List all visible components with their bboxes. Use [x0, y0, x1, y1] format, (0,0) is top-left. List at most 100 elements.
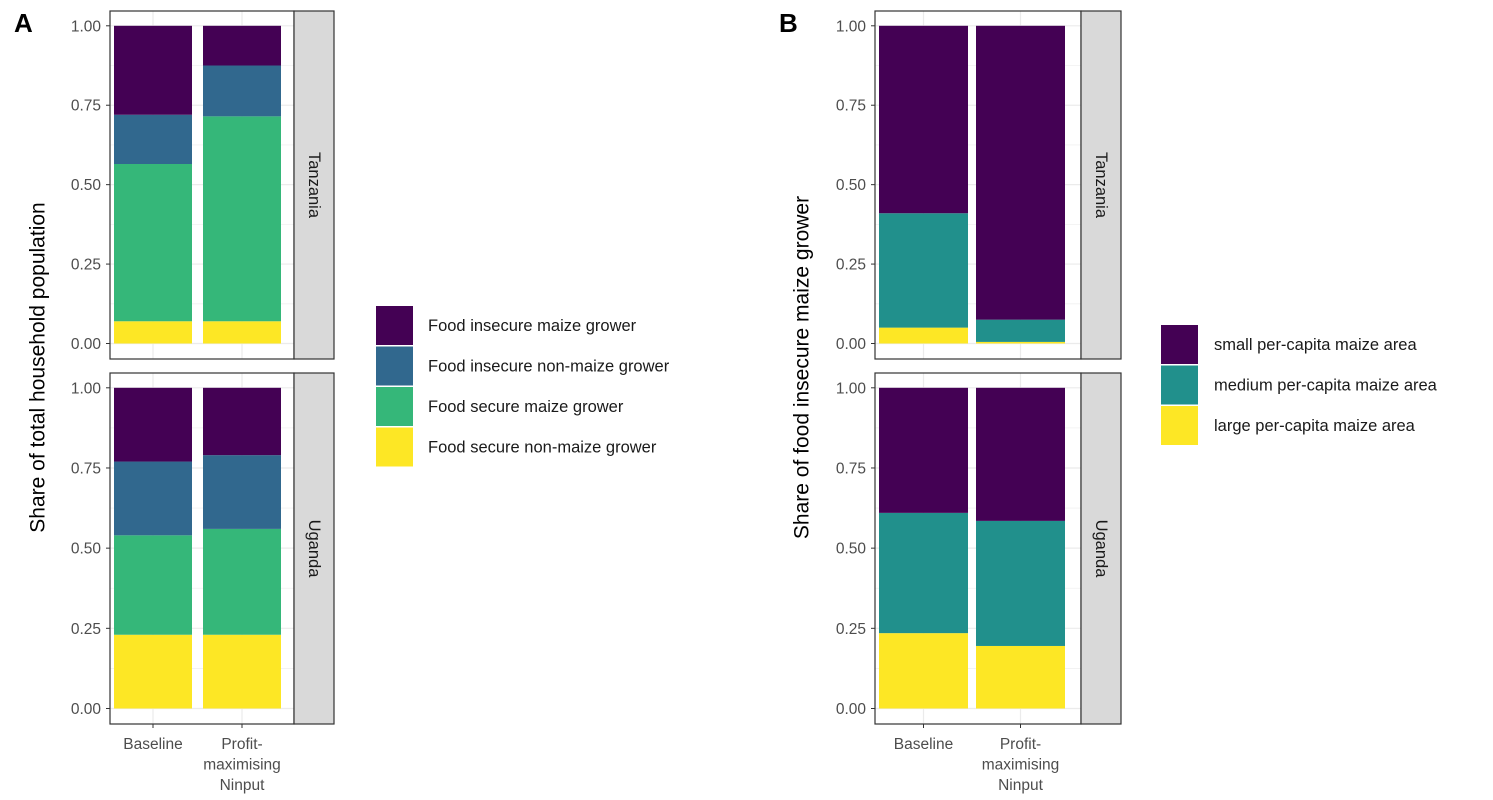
- x-tick-label: Profit-maximising Ninput: [982, 736, 1060, 794]
- facet-strip-label: Uganda: [1092, 520, 1110, 579]
- y-tick-label: 0.50: [71, 177, 102, 194]
- y-tick-label: 0.75: [71, 98, 101, 115]
- facet-strip-box: [293, 372, 335, 725]
- panel-letter: B: [779, 8, 798, 38]
- y-tick-label: 1.00: [836, 18, 867, 35]
- y-tick-label: 0.00: [71, 701, 102, 718]
- bar-uganda-baseline-large-per-capita-maize-area: [879, 633, 968, 709]
- panel-a: A 0.00 0.25 0.50 0.75 1.00 Tanzania 0.00 0.25 0.5…: [14, 8, 670, 794]
- bar-tanzania-profit-maximising-small-per-capita-maize-area: [976, 25, 1065, 320]
- legend-item: Food secure maize grower: [376, 387, 624, 426]
- x-tick-label: Profit-maximising Ninput: [203, 736, 281, 794]
- facet-tanzania: 0.00 0.25 0.50 0.75 1.00 Tanzania: [836, 10, 1122, 360]
- y-tick-label: 0.00: [71, 336, 102, 353]
- panel-letter: A: [14, 8, 33, 38]
- facet-uganda: 0.00 0.25 0.50 0.75 1.00 Uganda: [836, 372, 1122, 725]
- legend-label: large per-capita maize area: [1214, 417, 1416, 435]
- facet-strip-uganda: Uganda: [1080, 372, 1122, 725]
- legend-item: small per-capita maize area: [1161, 325, 1417, 364]
- bar-tanzania-baseline-small-per-capita-maize-area: [879, 25, 968, 214]
- facet-uganda: 0.00 0.25 0.50 0.75 1.00 Uganda: [71, 372, 335, 725]
- legend-label: medium per-capita maize area: [1214, 377, 1438, 395]
- y-tick-label: 0.25: [836, 257, 866, 274]
- bar-uganda-baseline-food-secure-non-maize-grower: [114, 634, 192, 709]
- bar-tanzania-profit-maximising-food-insecure-non-maize-grower: [203, 65, 281, 117]
- y-tick-label: 0.25: [836, 621, 866, 638]
- facet-strip-tanzania: Tanzania: [1080, 10, 1122, 360]
- x-tick-label-line: Ninput: [220, 777, 265, 794]
- y-tick-label: 0.50: [836, 177, 867, 194]
- y-axis-title: Share of food insecure maize grower: [791, 196, 814, 539]
- y-tick-label: 1.00: [71, 18, 102, 35]
- legend-item: Food insecure maize grower: [376, 306, 637, 345]
- y-axis-title: Share of total household population: [27, 202, 50, 532]
- y-tick-label: 1.00: [836, 380, 867, 397]
- bar-uganda-baseline-small-per-capita-maize-area: [879, 387, 968, 513]
- facet-tanzania: 0.00 0.25 0.50 0.75 1.00 Tanzania: [71, 10, 335, 360]
- legend-item: Food insecure non-maize grower: [376, 346, 670, 386]
- y-tick-label: 0.00: [836, 336, 867, 353]
- legend-label: Food secure maize grower: [428, 398, 624, 416]
- legend-item: large per-capita maize area: [1161, 406, 1416, 445]
- y-tick-label: 0.50: [71, 541, 102, 558]
- facet-strip-box: [1080, 10, 1122, 360]
- bar-uganda-profit-maximising-food-secure-non-maize-grower: [203, 634, 281, 709]
- legend-key-food-insecure-non-maize-grower: [376, 346, 413, 386]
- y-tick-label: 0.75: [836, 98, 866, 115]
- facet-strip-label: Tanzania: [1092, 152, 1110, 219]
- x-tick-label: Baseline: [894, 736, 953, 753]
- bar-uganda-profit-maximising-small-per-capita-maize-area: [976, 387, 1065, 521]
- y-tick-label: 0.25: [71, 621, 101, 638]
- bar-tanzania-profit-maximising-food-secure-maize-grower: [203, 116, 281, 322]
- legend-item: medium per-capita maize area: [1161, 365, 1438, 405]
- facet-strip-uganda: Uganda: [293, 372, 335, 725]
- legend-label: Food insecure maize grower: [428, 317, 637, 335]
- bar-uganda-baseline-medium-per-capita-maize-area: [879, 512, 968, 634]
- bar-tanzania-baseline-food-secure-non-maize-grower: [114, 321, 192, 344]
- legend-key-food-secure-maize-grower: [376, 387, 413, 426]
- bar-tanzania-baseline-large-per-capita-maize-area: [879, 327, 968, 344]
- bar-tanzania-profit-maximising-medium-per-capita-maize-area: [976, 319, 1065, 342]
- bar-tanzania-profit-maximising-food-insecure-maize-grower: [203, 25, 281, 66]
- bar-tanzania-baseline-medium-per-capita-maize-area: [879, 213, 968, 328]
- legend-key-medium-per-capita-maize-area: [1161, 365, 1198, 405]
- legend-key-small-per-capita-maize-area: [1161, 325, 1198, 364]
- bar-uganda-baseline-food-insecure-maize-grower: [114, 387, 192, 462]
- legend-key-large-per-capita-maize-area: [1161, 406, 1198, 445]
- y-tick-label: 0.50: [836, 541, 867, 558]
- legend-label: Food insecure non-maize grower: [428, 358, 670, 376]
- bar-tanzania-profit-maximising-large-per-capita-maize-area: [976, 341, 1065, 344]
- facet-strip-label: Uganda: [305, 520, 323, 579]
- y-tick-label: 0.00: [836, 701, 867, 718]
- legend-key-food-secure-non-maize-grower: [376, 427, 413, 467]
- x-tick-label-line: Ninput: [998, 777, 1043, 794]
- bar-uganda-baseline-food-secure-maize-grower: [114, 535, 192, 635]
- y-tick-label: 0.75: [71, 460, 101, 477]
- x-tick-label-line: Baseline: [123, 736, 182, 753]
- facet-strip-tanzania: Tanzania: [293, 10, 335, 360]
- legend-key-food-insecure-maize-grower: [376, 306, 413, 345]
- legend: small per-capita maize area medium per-ca…: [1161, 325, 1438, 445]
- x-tick-label: Baseline: [123, 736, 182, 753]
- bar-uganda-profit-maximising-food-secure-maize-grower: [203, 528, 281, 635]
- bar-uganda-baseline-food-insecure-non-maize-grower: [114, 461, 192, 536]
- y-tick-label: 0.75: [836, 460, 866, 477]
- bar-tanzania-profit-maximising-food-secure-non-maize-grower: [203, 321, 281, 344]
- x-tick-label-line: Profit-: [221, 736, 262, 753]
- y-tick-label: 1.00: [71, 380, 102, 397]
- bar-tanzania-baseline-food-insecure-non-maize-grower: [114, 114, 192, 164]
- bar-uganda-profit-maximising-food-insecure-maize-grower: [203, 387, 281, 456]
- bar-tanzania-baseline-food-insecure-maize-grower: [114, 25, 192, 115]
- bar-uganda-profit-maximising-medium-per-capita-maize-area: [976, 520, 1065, 646]
- y-tick-label: 0.25: [71, 257, 101, 274]
- legend-label: small per-capita maize area: [1214, 336, 1417, 354]
- x-tick-label-line: Profit-: [1000, 736, 1041, 753]
- legend: Food insecure maize grower Food insecure …: [376, 306, 670, 467]
- x-tick-label-line: maximising: [982, 757, 1060, 774]
- facet-strip-box: [1080, 372, 1122, 725]
- x-tick-label-line: Baseline: [894, 736, 953, 753]
- bar-uganda-profit-maximising-large-per-capita-maize-area: [976, 645, 1065, 709]
- legend-item: Food secure non-maize grower: [376, 427, 657, 467]
- x-tick-label-line: maximising: [203, 757, 281, 774]
